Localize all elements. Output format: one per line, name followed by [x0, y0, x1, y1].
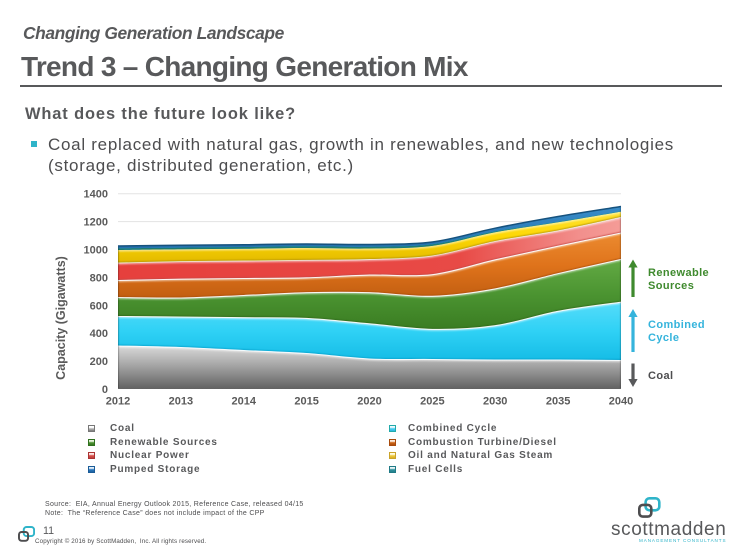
svg-text:800: 800 [90, 272, 108, 284]
svg-text:2030: 2030 [483, 396, 507, 408]
svg-text:2014: 2014 [232, 396, 257, 408]
svg-text:2012: 2012 [106, 396, 130, 408]
svg-text:1200: 1200 [84, 217, 108, 229]
svg-text:2025: 2025 [420, 396, 444, 408]
svg-text:2013: 2013 [169, 396, 193, 408]
svg-text:2015: 2015 [294, 396, 318, 408]
svg-text:Cycle: Cycle [648, 332, 679, 344]
svg-text:0: 0 [102, 384, 108, 396]
svg-text:Renewable: Renewable [648, 267, 709, 279]
svg-text:Capacity (Gigawatts): Capacity (Gigawatts) [54, 256, 68, 380]
svg-text:1400: 1400 [84, 189, 108, 201]
svg-text:600: 600 [90, 300, 108, 312]
svg-text:Combined: Combined [648, 319, 705, 331]
svg-text:400: 400 [90, 328, 108, 340]
svg-text:2035: 2035 [546, 396, 570, 408]
svg-text:Sources: Sources [648, 280, 694, 292]
svg-text:Coal: Coal [648, 370, 673, 382]
svg-text:200: 200 [90, 356, 108, 368]
svg-text:1000: 1000 [84, 245, 108, 257]
svg-text:2020: 2020 [357, 396, 381, 408]
svg-text:2040: 2040 [609, 396, 633, 408]
